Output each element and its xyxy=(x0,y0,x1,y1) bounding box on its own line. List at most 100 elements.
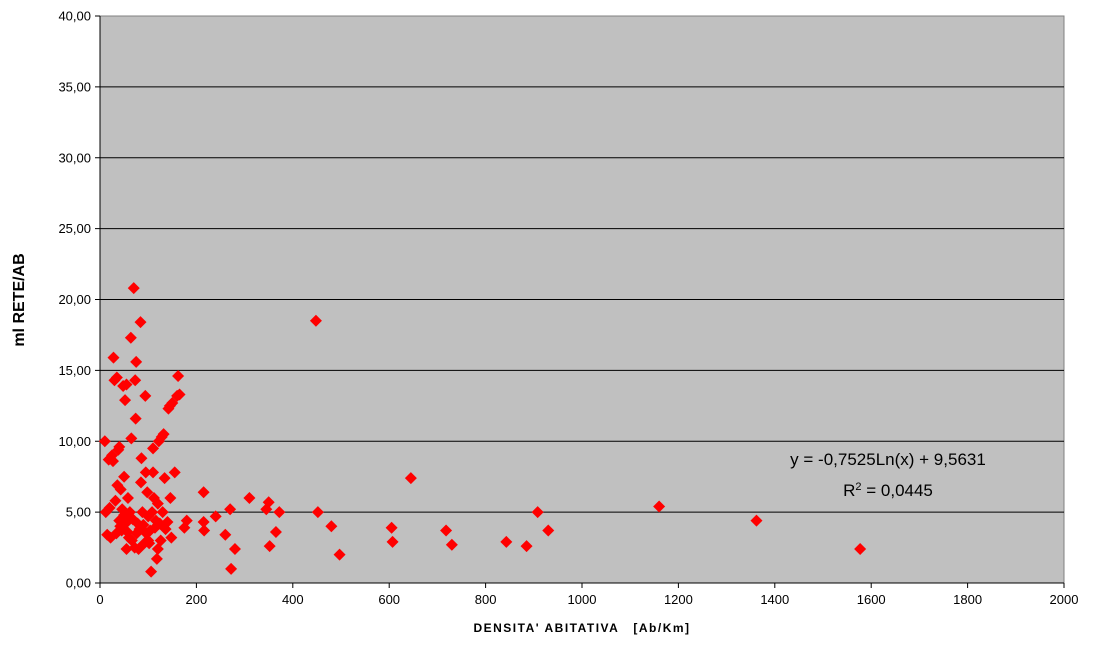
data-point xyxy=(531,506,544,519)
data-point xyxy=(404,472,417,485)
x-tick-label: 2000 xyxy=(1050,592,1079,607)
data-point xyxy=(135,452,148,465)
data-point xyxy=(197,516,210,529)
y-tick-label: 35,00 xyxy=(58,79,91,94)
data-point xyxy=(103,501,116,514)
y-axis: 0,00 5,00 10,00 15,00 20,00 25,00 30,00 35,00 40… xyxy=(58,9,100,591)
data-point xyxy=(118,470,131,483)
x-tick-label: 600 xyxy=(378,592,400,607)
x-tick-label: 1400 xyxy=(760,592,789,607)
data-point xyxy=(854,542,867,555)
y-tick-label: 0,00 xyxy=(66,576,91,591)
data-point xyxy=(224,503,237,516)
x-tick-label: 800 xyxy=(475,592,497,607)
r2-letter: R xyxy=(843,481,855,500)
x-tick-label: 1600 xyxy=(857,592,886,607)
data-point xyxy=(145,565,158,578)
data-point xyxy=(130,355,143,368)
data-point xyxy=(172,370,185,383)
data-point xyxy=(209,510,222,523)
y-tick-label: 5,00 xyxy=(66,505,91,520)
data-point xyxy=(107,455,120,468)
r2-value: = 0,0445 xyxy=(862,481,933,500)
data-point xyxy=(173,388,186,401)
data-point xyxy=(445,538,458,551)
data-point xyxy=(127,282,140,295)
data-point xyxy=(440,524,453,537)
data-point xyxy=(311,506,324,519)
data-point xyxy=(653,500,666,513)
data-point xyxy=(161,516,174,529)
data-point xyxy=(124,331,137,344)
data-point xyxy=(141,486,154,499)
data-point xyxy=(120,378,133,391)
data-point xyxy=(120,542,133,555)
data-point xyxy=(158,472,171,485)
data-point xyxy=(262,496,275,509)
data-point xyxy=(119,517,132,530)
data-point xyxy=(114,483,127,496)
x-tick-label: 1800 xyxy=(953,592,982,607)
data-point xyxy=(151,497,164,510)
data-point xyxy=(180,514,193,527)
data-point xyxy=(118,508,131,521)
y-tick-label: 20,00 xyxy=(58,292,91,307)
data-point xyxy=(119,394,132,407)
y-tick-label: 30,00 xyxy=(58,150,91,165)
y-tick-label: 15,00 xyxy=(58,363,91,378)
x-axis-title: DENSITA' ABITATIVA [Ab/Km] xyxy=(473,621,690,635)
trendline-equation: y = -0,7525Ln(x) + 9,5631 xyxy=(790,450,986,469)
data-point xyxy=(98,435,111,448)
y-tick-label: 10,00 xyxy=(58,434,91,449)
data-point xyxy=(146,506,159,519)
data-point xyxy=(197,486,210,499)
data-point xyxy=(139,466,152,479)
data-point xyxy=(228,542,241,555)
data-point xyxy=(139,389,152,402)
r-squared-label: R2 = 0,0445 xyxy=(843,481,933,500)
x-tick-label: 400 xyxy=(282,592,304,607)
data-point xyxy=(156,506,169,519)
data-point xyxy=(134,476,147,489)
data-point xyxy=(168,466,181,479)
data-point xyxy=(386,535,399,548)
y-axis-title: ml RETE/AB xyxy=(11,253,28,346)
data-point xyxy=(198,524,211,537)
x-tick-label: 0 xyxy=(96,592,103,607)
data-point xyxy=(129,374,142,387)
data-point xyxy=(263,540,276,553)
data-point xyxy=(157,428,170,441)
data-point xyxy=(500,535,513,548)
data-point xyxy=(225,562,238,575)
data-point xyxy=(385,521,398,534)
data-point xyxy=(147,466,160,479)
data-points xyxy=(98,282,867,578)
y-tick-label: 40,00 xyxy=(58,9,91,24)
r2-superscript: 2 xyxy=(855,481,861,493)
data-point xyxy=(164,491,177,504)
data-point xyxy=(109,494,122,507)
data-point xyxy=(333,548,346,561)
data-point xyxy=(121,491,134,504)
data-point xyxy=(269,525,282,538)
x-tick-label: 1200 xyxy=(664,592,693,607)
data-point xyxy=(542,524,555,537)
data-point xyxy=(243,491,256,504)
data-point xyxy=(143,537,156,550)
y-tick-label: 25,00 xyxy=(58,221,91,236)
data-point xyxy=(125,432,138,445)
data-point xyxy=(113,440,126,453)
data-point xyxy=(107,351,120,364)
data-point xyxy=(154,534,167,547)
data-point xyxy=(520,540,533,553)
data-point xyxy=(219,528,232,541)
data-point xyxy=(150,552,163,565)
data-point xyxy=(147,442,160,455)
x-tick-label: 1000 xyxy=(568,592,597,607)
data-point xyxy=(134,316,147,329)
data-point xyxy=(129,412,142,425)
data-point xyxy=(325,520,338,533)
data-point xyxy=(273,506,286,519)
gridlines xyxy=(100,86,1064,513)
